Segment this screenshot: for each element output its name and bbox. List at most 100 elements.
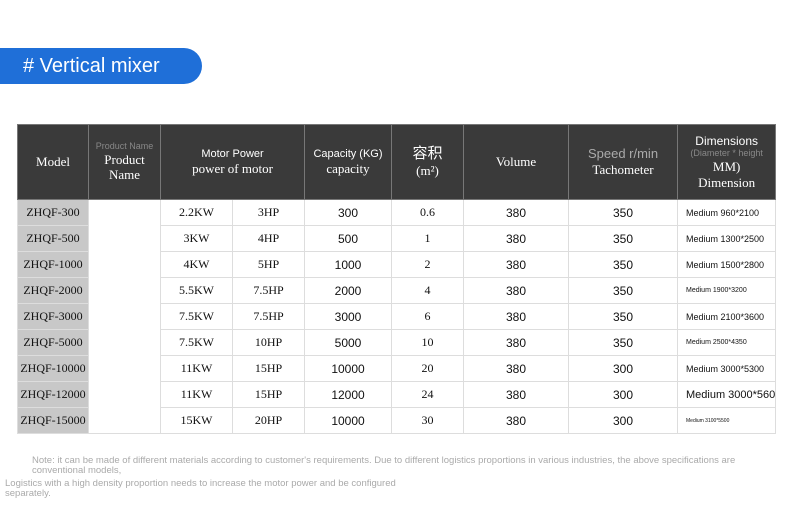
header-text: Capacity (KG) bbox=[313, 147, 383, 160]
table-row: ZHQF-10000 11KW 15HP 10000 20 380 300 Medium 30… bbox=[17, 355, 777, 382]
table-cell: 2 bbox=[391, 251, 464, 278]
table-cell: 380 bbox=[463, 303, 569, 330]
table-cell: 380 bbox=[463, 277, 569, 304]
table-cell: 6 bbox=[391, 303, 464, 330]
table-cell: 15HP bbox=[232, 355, 305, 382]
table-cell: 12000 bbox=[304, 381, 392, 408]
header-row: Model Product Name Product Name Motor Powe… bbox=[17, 124, 777, 200]
table-cell: 5HP bbox=[232, 251, 305, 278]
table-cell: 11KW bbox=[160, 381, 233, 408]
table-cell: ZHQF-12000 bbox=[17, 381, 89, 408]
table-row: ZHQF-1000 4KW 5HP 1000 2 380 350 Medium 1500*28… bbox=[17, 251, 777, 278]
table-cell: 300 bbox=[568, 407, 678, 434]
table-cell: ZHQF-10000 bbox=[17, 355, 89, 382]
header-text: Speed r/min bbox=[587, 146, 659, 162]
table-cell: ZHQF-5000 bbox=[17, 329, 89, 356]
table-cell: Medium 3000*5300 bbox=[676, 355, 777, 382]
header-cell: Speed r/min Tachometer bbox=[568, 124, 678, 200]
table-cell: ZHQF-1000 bbox=[17, 251, 89, 278]
header-text: Product Name bbox=[95, 141, 154, 151]
header-text: MM) bbox=[712, 159, 741, 174]
table-cell: 11KW bbox=[160, 355, 233, 382]
table-cell: 300 bbox=[568, 381, 678, 408]
table-cell: 5000 bbox=[304, 329, 392, 356]
note: Note: it can be made of different materi… bbox=[32, 455, 736, 477]
table-cell: 20 bbox=[391, 355, 464, 382]
header-text: Tachometer bbox=[592, 162, 654, 177]
table-cell: 7.5HP bbox=[232, 277, 305, 304]
table-cell: 380 bbox=[463, 355, 569, 382]
header-text: Product bbox=[104, 151, 145, 167]
table-cell: 20HP bbox=[232, 407, 305, 434]
table-row: ZHQF-2000 5.5KW 7.5HP 2000 4 380 350 Medium 190… bbox=[17, 277, 777, 304]
header-text: capacity bbox=[326, 160, 370, 176]
table-cell: 7.5HP bbox=[232, 303, 305, 330]
header-text: 容积 bbox=[412, 146, 443, 163]
header-cell: Motor Power power of motor bbox=[160, 124, 305, 200]
table-cell: 10 bbox=[391, 329, 464, 356]
header-text: Name bbox=[108, 167, 141, 183]
table-cell: ZHQF-2000 bbox=[17, 277, 89, 304]
header-cell: Product Name Product Name bbox=[88, 124, 161, 200]
table-row: ZHQF-15000 15KW 20HP 10000 30 380 300 Medium 31… bbox=[17, 407, 777, 434]
table-cell: 3KW bbox=[160, 225, 233, 252]
table-cell: ZHQF-500 bbox=[17, 225, 89, 252]
table-cell: 380 bbox=[463, 329, 569, 356]
table-cell: 2000 bbox=[304, 277, 392, 304]
table-cell: 500 bbox=[304, 225, 392, 252]
header-cell: Dimensions (Diameter * height MM) Dimension bbox=[676, 124, 777, 200]
header-text: Volume bbox=[495, 154, 537, 170]
table-cell: 3HP bbox=[232, 199, 305, 226]
table-cell: 1 bbox=[391, 225, 464, 252]
header-cell: Model bbox=[17, 124, 89, 200]
table-cell: 350 bbox=[568, 251, 678, 278]
table-cell: 380 bbox=[463, 225, 569, 252]
table-cell: Medium 1900*3200 bbox=[676, 277, 777, 304]
table-cell: 24 bbox=[391, 381, 464, 408]
table-row: ZHQF-5000 7.5KW 10HP 5000 10 380 350 Medium 250… bbox=[17, 329, 777, 356]
header-cell: Capacity (KG) capacity bbox=[304, 124, 392, 200]
table-cell: 2.2KW bbox=[160, 199, 233, 226]
table-cell: 0.6 bbox=[391, 199, 464, 226]
table-row: ZHQF-300 2.2KW 3HP 300 0.6 380 350 Medium 960*2… bbox=[17, 199, 777, 434]
table-cell: 350 bbox=[568, 225, 678, 252]
table-cell: ZHQF-3000 bbox=[17, 303, 89, 330]
header-text: Motor Power bbox=[201, 147, 264, 160]
table-row: ZHQF-12000 11KW 15HP 12000 24 380 300 Medium 30… bbox=[17, 381, 777, 408]
table-cell: Medium 2100*3600 bbox=[676, 303, 777, 330]
table-cell: 350 bbox=[568, 329, 678, 356]
table-row: ZHQF-500 3KW 4HP 500 1 380 350 Medium 1300*2500 bbox=[17, 225, 777, 252]
table-cell: 380 bbox=[463, 407, 569, 434]
header-text: (Diameter * height bbox=[690, 148, 763, 159]
header-text: Model bbox=[36, 154, 70, 170]
table-cell: 15KW bbox=[160, 407, 233, 434]
table-cell: 380 bbox=[463, 251, 569, 278]
table-cell: 10000 bbox=[304, 407, 392, 434]
table-cell: 10000 bbox=[304, 355, 392, 382]
table-cell: 3000 bbox=[304, 303, 392, 330]
table-cell: 10HP bbox=[232, 329, 305, 356]
table-cell: 30 bbox=[391, 407, 464, 434]
table-cell: 350 bbox=[568, 277, 678, 304]
header-text: power of motor bbox=[192, 160, 273, 176]
table-cell: Medium 1500*2800 bbox=[676, 251, 777, 278]
table-cell: ZHQF-15000 bbox=[17, 407, 89, 434]
table-cell: Medium 3100*5500 bbox=[676, 407, 777, 434]
header-text: (m²) bbox=[416, 163, 439, 179]
table-cell: 1000 bbox=[304, 251, 392, 278]
header-cell: Volume bbox=[463, 124, 569, 200]
table-cell: 7.5KW bbox=[160, 329, 233, 356]
spec-table: Model Product Name Product Name Motor Powe… bbox=[17, 124, 777, 434]
table-cell: 15HP bbox=[232, 381, 305, 408]
table-cell: Medium 2500*4350 bbox=[676, 329, 777, 356]
header-cell: 容积 (m²) bbox=[391, 124, 464, 200]
table-cell: Medium 960*2100 bbox=[676, 199, 777, 226]
table-cell: Medium 1300*2500 bbox=[676, 225, 777, 252]
table-cell: 4KW bbox=[160, 251, 233, 278]
section-title: # Vertical mixer bbox=[0, 48, 202, 84]
table-cell: 4HP bbox=[232, 225, 305, 252]
note: Logistics with a high density proportion… bbox=[5, 478, 396, 500]
table-cell: 300 bbox=[304, 199, 392, 226]
table-cell: 380 bbox=[463, 199, 569, 226]
